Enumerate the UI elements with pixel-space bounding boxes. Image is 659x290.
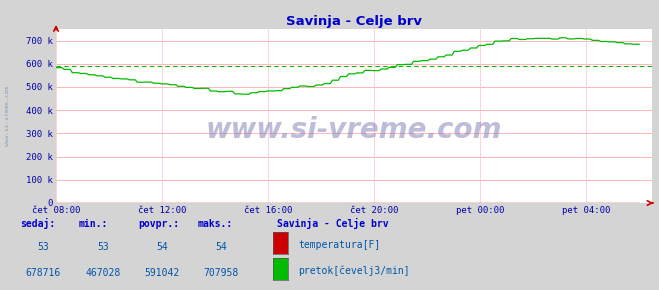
Text: 53: 53 bbox=[97, 242, 109, 252]
Text: www.si-vreme.com: www.si-vreme.com bbox=[5, 86, 11, 146]
Text: www.si-vreme.com: www.si-vreme.com bbox=[206, 116, 502, 144]
Text: temperatura[F]: temperatura[F] bbox=[299, 240, 381, 250]
Text: Savinja - Celje brv: Savinja - Celje brv bbox=[277, 218, 388, 229]
Text: 591042: 591042 bbox=[144, 269, 180, 278]
Text: 707958: 707958 bbox=[204, 269, 239, 278]
Text: 678716: 678716 bbox=[26, 269, 61, 278]
Text: 53: 53 bbox=[38, 242, 49, 252]
Text: min.:: min.: bbox=[79, 219, 109, 229]
Title: Savinja - Celje brv: Savinja - Celje brv bbox=[286, 15, 422, 28]
Text: sedaj:: sedaj: bbox=[20, 218, 55, 229]
Text: maks.:: maks.: bbox=[198, 219, 233, 229]
Text: 467028: 467028 bbox=[85, 269, 121, 278]
Text: pretok[čevelj3/min]: pretok[čevelj3/min] bbox=[299, 266, 410, 276]
Text: povpr.:: povpr.: bbox=[138, 219, 179, 229]
Text: 54: 54 bbox=[156, 242, 168, 252]
Text: 54: 54 bbox=[215, 242, 227, 252]
